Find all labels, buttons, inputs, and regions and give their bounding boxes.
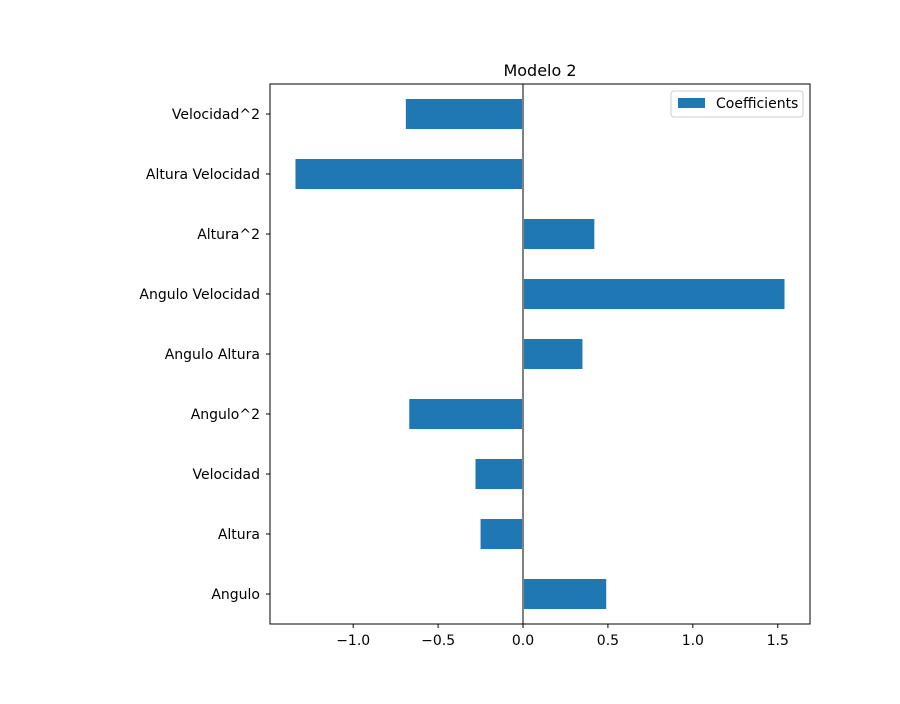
x-axis: −1.0 −0.5 0.0 0.5 1.0 1.5 (336, 624, 789, 649)
bar-velocidad-2 (405, 99, 524, 129)
x-tick-label: 0.5 (597, 633, 619, 649)
x-tick-label: 0.0 (512, 633, 534, 649)
bar-altura-2 (523, 219, 595, 249)
y-tick-label: Altura (218, 527, 260, 543)
y-tick-label: Angulo Velocidad (139, 287, 260, 303)
y-tick-label: Angulo (211, 587, 260, 603)
y-tick-label: Angulo^2 (191, 407, 260, 423)
y-tick-label: Velocidad^2 (172, 107, 260, 123)
legend-label: Coefficients (716, 96, 798, 112)
bar-altura-velocidad (295, 159, 524, 189)
bar-angulo-velocidad (523, 279, 785, 309)
legend-swatch (678, 98, 705, 108)
bars-layer (295, 99, 785, 609)
legend: Coefficients (670, 90, 804, 118)
bar-velocidad (475, 459, 524, 489)
x-tick-label: 1.0 (682, 633, 704, 649)
bar-angulo (523, 579, 607, 609)
y-tick-label: Altura Velocidad (146, 167, 260, 183)
x-tick-label: −0.5 (421, 633, 455, 649)
bar-angulo-altura (523, 339, 583, 369)
y-tick-label: Velocidad (193, 467, 261, 483)
legend-box (670, 90, 804, 118)
x-tick-label: −1.0 (336, 633, 370, 649)
chart-title: Modelo 2 (503, 61, 576, 80)
x-tick-label: 1.5 (767, 633, 789, 649)
bar-altura (480, 519, 524, 549)
y-axis: Angulo Altura Velocidad Angulo^2 Angulo Altu… (139, 107, 270, 603)
y-tick-label: Altura^2 (197, 227, 260, 243)
bar-angulo-2 (409, 399, 524, 429)
y-tick-label: Angulo Altura (165, 347, 260, 363)
